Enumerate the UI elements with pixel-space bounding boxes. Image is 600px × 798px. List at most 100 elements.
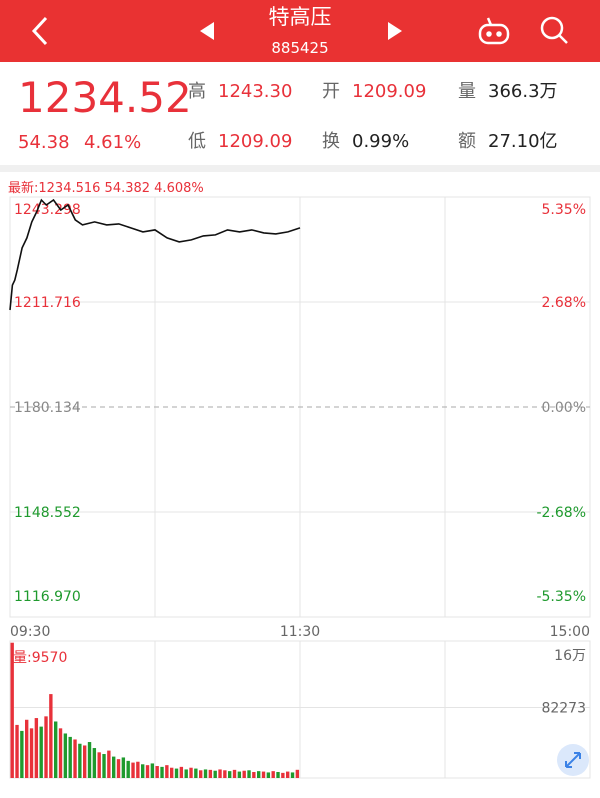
y2-tick-label: 2.68%	[542, 295, 586, 311]
volume-bar	[78, 743, 82, 778]
volume-bar	[184, 769, 188, 778]
volume-bar	[170, 767, 174, 778]
volume-bar	[25, 719, 29, 778]
x-tick-label: 15:00	[550, 624, 590, 640]
volume-bar	[83, 745, 87, 778]
volume-bar	[54, 721, 58, 778]
volume-bar	[194, 768, 198, 778]
volume-bar	[271, 771, 275, 778]
y2-tick-label: -2.68%	[536, 505, 586, 521]
price-line	[9, 198, 301, 311]
expand-button[interactable]	[557, 744, 589, 776]
price: 1234.52	[18, 73, 192, 122]
open-label: 开	[322, 81, 340, 102]
volume-bar	[44, 716, 48, 778]
robot-icon[interactable]	[478, 17, 510, 45]
header-bar	[0, 0, 600, 62]
volume-bar	[223, 770, 227, 778]
volume-bar	[199, 770, 203, 778]
back-button[interactable]	[31, 16, 48, 46]
volume-bar	[29, 728, 34, 778]
separator	[0, 165, 600, 172]
amount: 27.10亿	[488, 131, 558, 152]
volume-bar	[150, 763, 155, 778]
y-tick-label: 1180.134	[14, 400, 81, 416]
header-code: 885425	[271, 39, 328, 57]
volume-bar	[247, 770, 251, 778]
volume-bar	[242, 770, 246, 778]
volume-bar	[131, 762, 135, 778]
prev-button[interactable]	[200, 22, 214, 40]
volume-bar	[49, 694, 53, 778]
volume-bar	[58, 728, 63, 778]
volume-bar	[208, 769, 213, 778]
volume-bar	[68, 736, 72, 778]
y2-tick-label: 0.00%	[542, 400, 586, 416]
volume-bar	[295, 769, 300, 778]
high: 1243.30	[218, 81, 292, 102]
high-label: 高	[188, 81, 206, 102]
volume-bar	[87, 742, 92, 778]
volume-bar	[179, 766, 184, 778]
y-tick-label: 1211.716	[14, 295, 81, 311]
volume-bar	[97, 752, 101, 778]
volume-bar	[126, 760, 130, 778]
y2-tick-label: -5.35%	[536, 589, 586, 605]
volume-bar	[141, 764, 145, 778]
volume-bar	[232, 769, 237, 778]
chart-title: 最新:1234.516 54.382 4.608%	[8, 180, 204, 196]
volume-bar	[218, 769, 222, 778]
volume-bar	[107, 750, 111, 778]
volume-title: 量:9570	[13, 650, 67, 666]
volume-bar	[189, 767, 193, 778]
volume-bar	[92, 748, 97, 778]
turnover-label: 换	[322, 131, 340, 152]
volume-bar	[174, 768, 179, 778]
volume-bar	[290, 772, 295, 778]
open: 1209.09	[352, 81, 426, 102]
volume-bar	[261, 771, 266, 778]
y-tick-label: 1148.552	[14, 505, 81, 521]
x-tick-label: 09:30	[10, 624, 50, 640]
volume-bar	[281, 772, 285, 778]
low: 1209.09	[218, 131, 292, 152]
volume-bar	[20, 730, 24, 778]
volume-bar	[121, 757, 126, 778]
x-tick-label: 11:30	[280, 624, 320, 640]
y2-tick-label: 5.35%	[542, 202, 586, 218]
volume-bar	[155, 766, 159, 778]
y-tick-label: 1243.298	[14, 202, 81, 218]
volume-bar	[116, 759, 121, 778]
volume-bar	[286, 771, 290, 778]
volume-bar	[228, 771, 232, 778]
volume-bar	[252, 772, 256, 778]
volume: 366.3万	[488, 81, 558, 102]
volume-bar	[145, 765, 150, 778]
volume-tick-label: 16万	[554, 648, 586, 664]
header-title: 特高压	[269, 5, 332, 29]
volume-bar	[213, 770, 217, 778]
volume-bar	[63, 733, 68, 778]
volume-label: 量	[458, 81, 476, 102]
next-button[interactable]	[388, 22, 402, 40]
volume-bar	[160, 766, 164, 778]
y-tick-label: 1116.970	[14, 589, 81, 605]
volume-bar	[10, 642, 14, 778]
volume-bar	[15, 724, 19, 778]
amount-label: 额	[458, 131, 476, 152]
volume-bar	[276, 772, 280, 778]
search-icon[interactable]	[540, 16, 568, 44]
volume-bar	[203, 769, 208, 778]
volume-bar	[237, 771, 242, 778]
volume-bar	[266, 772, 271, 778]
volume-bar	[136, 761, 140, 778]
volume-bar	[102, 754, 106, 778]
turnover: 0.99%	[352, 131, 409, 152]
volume-bar	[165, 765, 169, 778]
volume-tick-label: 82273	[541, 701, 586, 717]
volume-bar	[39, 726, 43, 778]
change-pct: 4.61%	[84, 132, 141, 153]
change: 54.38	[18, 132, 70, 153]
volume-bar	[34, 718, 39, 778]
